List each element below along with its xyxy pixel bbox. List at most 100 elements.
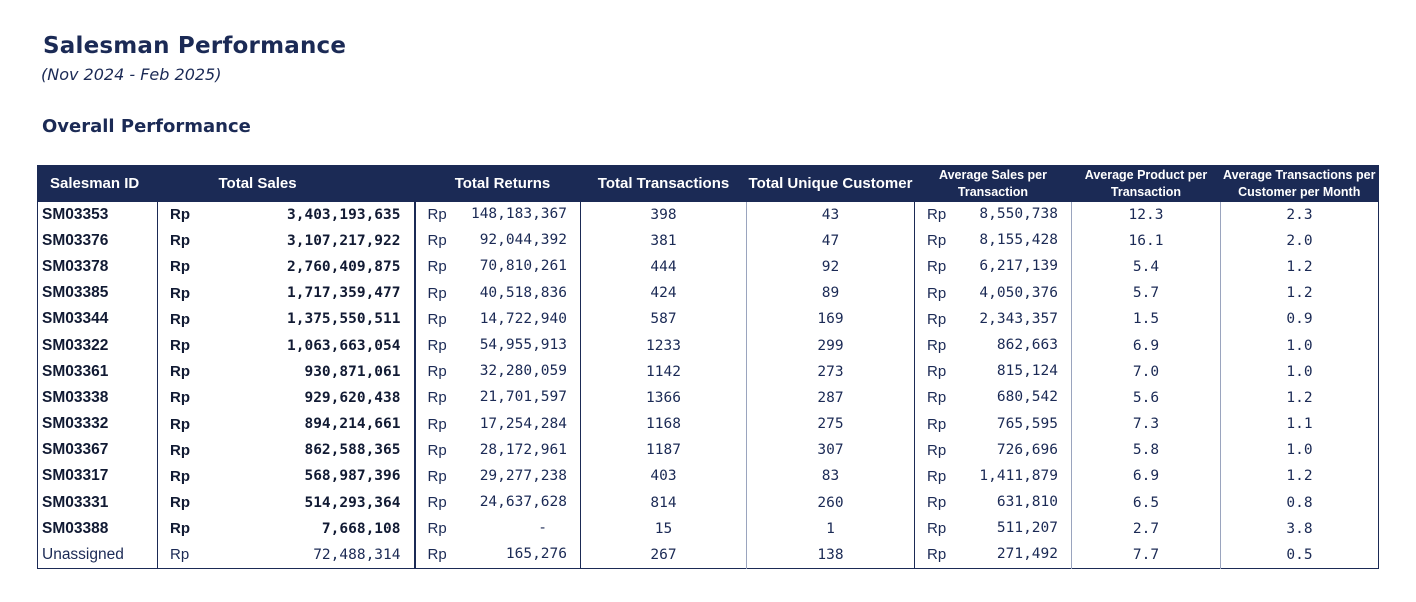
table-header-row: Salesman ID Total Sales Total Returns To… xyxy=(37,165,1379,202)
avg-tx-per-customer-cell: 1.2 xyxy=(1220,384,1379,411)
table-row: SM03331 Rp 514,293,364 Rp 24,637,628 814 260 Rp… xyxy=(38,489,1379,516)
avg-sales-value: 6,217,139 xyxy=(979,258,1058,275)
col-header-total-sales: Total Sales xyxy=(218,175,297,193)
returns-currency: Rp xyxy=(427,494,447,512)
avg-sales-value: 271,492 xyxy=(996,546,1058,563)
avg-tx-per-customer-cell: 0.8 xyxy=(1220,489,1379,516)
salesman-id-cell: Unassigned xyxy=(42,545,124,563)
total-transactions-cell: 1142 xyxy=(580,358,747,385)
total-returns-cell: Rp 92,044,392 xyxy=(413,227,581,254)
avg-sales-currency: Rp xyxy=(927,520,947,538)
total-sales-cell: 72,488,314 xyxy=(313,546,401,563)
unique-customer-cell: 260 xyxy=(746,489,915,516)
unique-customer-cell: 138 xyxy=(746,541,915,569)
unique-customer-cell: 169 xyxy=(746,306,915,333)
avg-product-cell: 16.1 xyxy=(1071,227,1221,254)
total-returns-cell: Rp 14,722,940 xyxy=(413,306,581,333)
total-transactions-cell: 1168 xyxy=(580,411,747,438)
unique-customer-cell: 92 xyxy=(746,253,915,281)
avg-sales-value: 1,411,879 xyxy=(979,467,1058,484)
table-row: SM03338 Rp 929,620,438 Rp 21,701,597 1366 287 R… xyxy=(38,384,1379,411)
returns-currency: Rp xyxy=(427,467,447,485)
total-sales-cell: 568,987,396 xyxy=(304,468,401,485)
col-header-avg-product-per-transaction: Average Product per Transaction xyxy=(1084,167,1208,199)
avg-product-cell: 5.7 xyxy=(1071,280,1221,307)
avg-sales-value: 680,542 xyxy=(996,389,1058,406)
unique-customer-cell: 1 xyxy=(746,515,915,542)
avg-tx-per-customer-cell: 1.2 xyxy=(1220,280,1379,307)
sales-currency-cell: Rp xyxy=(157,411,208,438)
table-row: SM03322 Rp 1,063,663,054 Rp 54,955,913 1233 29… xyxy=(38,332,1379,359)
total-transactions-cell: 398 xyxy=(580,201,747,228)
sales-currency-cell: Rp xyxy=(157,437,208,464)
returns-currency: Rp xyxy=(427,284,447,302)
avg-sales-cell: Rp 726,696 xyxy=(914,437,1072,464)
sales-currency-cell: Rp xyxy=(157,463,208,490)
total-returns-cell: Rp 32,280,059 xyxy=(413,358,581,385)
avg-sales-cell: Rp 815,124 xyxy=(914,358,1072,385)
avg-sales-value: 511,207 xyxy=(996,520,1058,537)
salesman-id-cell: SM03385 xyxy=(42,284,109,302)
returns-value: 148,183,367 xyxy=(470,206,567,223)
avg-sales-cell: Rp 765,595 xyxy=(914,411,1072,438)
avg-tx-per-customer-cell: 2.0 xyxy=(1220,227,1379,254)
avg-sales-cell: Rp 511,207 xyxy=(914,515,1072,542)
sales-currency-cell: Rp xyxy=(157,280,208,307)
sales-currency-cell: Rp xyxy=(157,332,208,359)
total-transactions-cell: 424 xyxy=(580,280,747,307)
col-header-salesman-id: Salesman ID xyxy=(50,175,140,193)
table-row: SM03344 Rp 1,375,550,511 Rp 14,722,940 587 169… xyxy=(38,306,1379,333)
avg-sales-currency: Rp xyxy=(927,232,947,250)
total-sales-cell: 7,668,108 xyxy=(321,520,401,537)
salesman-id-cell: SM03378 xyxy=(42,257,109,275)
avg-tx-per-customer-cell: 1.2 xyxy=(1220,253,1379,281)
total-returns-cell: Rp 148,183,367 xyxy=(413,201,581,228)
unique-customer-cell: 89 xyxy=(746,280,915,307)
avg-product-cell: 7.0 xyxy=(1071,358,1221,385)
avg-sales-value: 765,595 xyxy=(996,415,1058,432)
table-row: SM03361 Rp 930,871,061 Rp 32,280,059 1142 273 R… xyxy=(38,358,1379,385)
total-returns-cell: Rp 17,254,284 xyxy=(413,411,581,438)
returns-currency: Rp xyxy=(427,441,447,459)
avg-sales-cell: Rp 2,343,357 xyxy=(914,306,1072,333)
unique-customer-cell: 83 xyxy=(746,463,915,490)
total-transactions-cell: 381 xyxy=(580,227,747,254)
avg-tx-per-customer-cell: 3.8 xyxy=(1220,515,1379,542)
avg-product-cell: 5.8 xyxy=(1071,437,1221,464)
sales-currency-cell: Rp xyxy=(157,541,208,569)
returns-value: 24,637,628 xyxy=(479,494,567,511)
table-row: SM03378 Rp 2,760,409,875 Rp 70,810,261 444 92 R… xyxy=(38,253,1379,281)
returns-currency: Rp xyxy=(427,206,447,224)
salesman-id-cell: SM03376 xyxy=(42,231,109,249)
total-sales-cell: 930,871,061 xyxy=(304,363,401,380)
salesman-id-cell: SM03331 xyxy=(42,493,109,511)
avg-sales-currency: Rp xyxy=(927,206,947,224)
avg-tx-per-customer-cell: 1.0 xyxy=(1220,437,1379,464)
sales-currency-cell: Rp xyxy=(157,201,208,228)
returns-currency: Rp xyxy=(427,258,447,276)
avg-product-cell: 6.5 xyxy=(1071,489,1221,516)
total-transactions-cell: 587 xyxy=(580,306,747,333)
total-returns-cell: Rp 54,955,913 xyxy=(413,332,581,359)
avg-product-cell: 1.5 xyxy=(1071,306,1221,333)
total-transactions-cell: 403 xyxy=(580,463,747,490)
col-header-total-unique-customer: Total Unique Customer xyxy=(748,175,913,193)
avg-tx-per-customer-cell: 1.2 xyxy=(1220,463,1379,490)
avg-sales-cell: Rp 4,050,376 xyxy=(914,280,1072,307)
unique-customer-cell: 299 xyxy=(746,332,915,359)
total-transactions-cell: 267 xyxy=(580,541,747,569)
avg-sales-value: 4,050,376 xyxy=(979,284,1058,301)
avg-sales-currency: Rp xyxy=(927,494,947,512)
total-sales-cell: 862,588,365 xyxy=(304,442,401,459)
returns-currency: Rp xyxy=(427,363,447,381)
salesman-id-cell: SM03322 xyxy=(42,336,109,354)
avg-tx-per-customer-cell: 1.0 xyxy=(1220,358,1379,385)
performance-table: Salesman ID Total Sales Total Returns To… xyxy=(37,165,1379,569)
avg-sales-currency: Rp xyxy=(927,467,947,485)
returns-value: 40,518,836 xyxy=(479,284,567,301)
salesman-id-cell: SM03367 xyxy=(42,441,109,459)
table-row: SM03385 Rp 1,717,359,477 Rp 40,518,836 424 89 R… xyxy=(38,280,1379,307)
returns-currency: Rp xyxy=(427,520,447,538)
table-row: SM03353 Rp 3,403,193,635 Rp 148,183,367 398 43… xyxy=(38,201,1379,228)
returns-value: 28,172,961 xyxy=(479,441,567,458)
